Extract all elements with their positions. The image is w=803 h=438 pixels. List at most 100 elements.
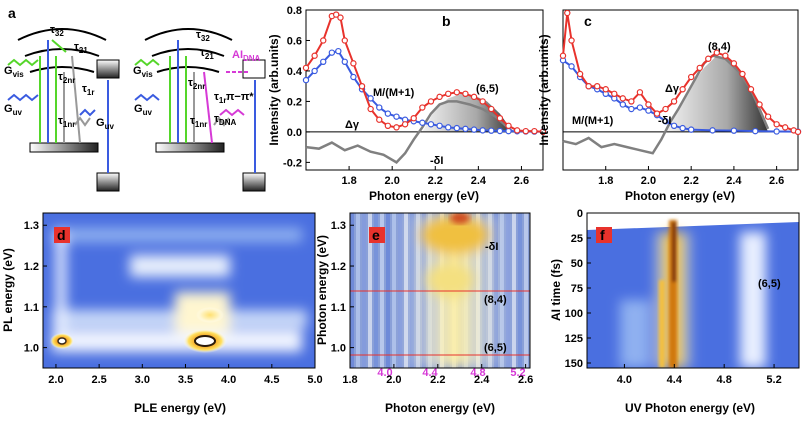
series-dgamma-point [593,82,601,90]
series-dgamma-point [636,89,644,96]
x-tick-label: 2.6 [769,175,784,187]
x-tick-label: 2.2 [428,175,443,187]
series-m-ratio-point [645,107,652,114]
series-dgamma-point [505,122,512,130]
y-tick-label: 1.2 [24,261,39,273]
schematic-labels-right: τ32 τ21 AIDNA Gvis τ2nr τ1r Guv π−π* τ1n… [133,29,261,129]
series-dgamma-point [564,9,571,17]
series-di-line [562,54,770,155]
x-tick-label: 2.6 [514,175,529,187]
series-dgamma-point [376,116,383,123]
y-tick-label: 1.2 [331,261,346,273]
label-gvis: Gvis [4,65,24,79]
x-tick-label: 3.0 [135,374,150,386]
series-dgamma-point [496,114,504,122]
series-dgamma-point [739,70,746,78]
series-m-ratio-point [453,124,461,132]
series-dgamma-point [436,93,443,101]
x-tick-label: 4.8 [717,374,732,386]
series-m-ratio-point [367,95,374,102]
y-tick-label: 0.6 [287,35,302,47]
b-xlabel: Photon energy (eV) [369,189,479,203]
series-m-ratio-point [302,76,310,84]
y-tick-label: 125 [565,333,583,345]
d-image [43,213,315,368]
series-dgamma-point [488,105,495,113]
plot-frame [562,9,799,171]
x-tick-label: 2.4 [726,175,742,187]
d-hotspot-3 [196,307,224,323]
series-m-ratio-point [496,127,504,135]
series-dgamma-point [462,90,469,98]
x-tick-label: 4.0 [617,374,632,386]
series-dgamma-point [311,52,318,59]
panel-c-chart: c 1.8 2.0 2.2 2.4 2.6 Photon energy (eV) Int… [537,9,802,203]
x-tick-label: 2.0 [641,175,656,187]
series-m-ratio-point [628,105,635,113]
series-dgamma-point [513,127,521,134]
e-top-tick-label: 4.4 [422,367,438,379]
series-m-ratio-point [470,126,478,133]
series-di-line [305,100,514,164]
ground-state-bar-left [29,142,99,153]
series-dgamma-point [713,49,721,56]
c-m-label: M/(M+1) [572,115,614,127]
c-dgamma-label: Δγ [665,83,680,95]
y-tick-label: 0.4 [287,66,303,78]
series-dgamma-point [470,93,478,101]
dna-box-right-bottom [242,172,266,192]
series-m-ratio-point [445,124,452,131]
plot-frame [42,212,316,369]
y-tick-label: 50 [571,258,583,270]
x-tick-label: 2.2 [684,175,699,187]
x-tick-label: 2.5 [91,374,106,386]
d-letter-tag [54,227,70,243]
e-di-label: -δI [485,241,498,253]
x-tick-label: 2.0 [386,374,401,386]
label-gvis-r: Gvis [133,65,153,79]
x-tick-label: 2.4 [474,374,490,386]
series-dgamma-point [479,98,486,105]
series-m-ratio-line [305,50,543,133]
e-top-tick-label: 4.0 [377,367,392,379]
panel-e-heatmap: e -δI (8,4) (6,5) 4.0 4.4 4.8 5.2 1.8 2.0 2.2… [315,212,533,415]
label-tau32: τ32 [50,24,64,38]
series-m-ratio-point [311,67,318,75]
series-dgamma-point [393,124,400,131]
dna-box-right-top [242,59,266,79]
label-tau-dna: τDNA [214,113,236,127]
series-dgamma-point [384,122,392,130]
series-m-ratio-point [427,121,435,128]
series-dgamma-point [670,98,678,105]
b-di-label: -δI [430,155,443,167]
series-dgamma-point [401,121,409,128]
series-dgamma-point [453,89,461,96]
series-dgamma-point [696,64,703,72]
label-ai-dna: AIDNA [232,49,261,63]
panel-c-letter: c [584,13,592,29]
series-m-ratio-point [436,122,443,130]
b-ylabel: Intensity (arb.units) [267,34,281,145]
series-m-ratio-point [328,49,336,56]
label-tau2nr-r: τ2nr [188,77,205,91]
series-dgamma-point [705,55,712,62]
e-84-label: (8,4) [484,294,507,306]
series-m-ratio-point [505,127,512,135]
panel-f-letter: f [600,227,605,243]
series-m-ratio-point [335,47,342,55]
label-tau32-r: τ32 [196,29,210,43]
label-guv-r: Guv [134,103,152,117]
y-tick-label: 1.1 [331,302,346,314]
series-m-ratio-point [462,125,469,133]
series-m-ratio-point [341,58,348,66]
series-dgamma-point [419,104,426,111]
series-dgamma-point [619,95,627,102]
x-tick-label: 2.4 [471,175,487,187]
series-dgamma-point [531,127,538,135]
series-dgamma-point [559,52,567,59]
band-curves [17,28,233,73]
y-tick-label: 25 [571,233,583,245]
x-tick-label: 4.0 [221,374,236,386]
e-65-label: (6,5) [484,342,507,354]
y-tick-label: 0.0 [287,127,302,139]
